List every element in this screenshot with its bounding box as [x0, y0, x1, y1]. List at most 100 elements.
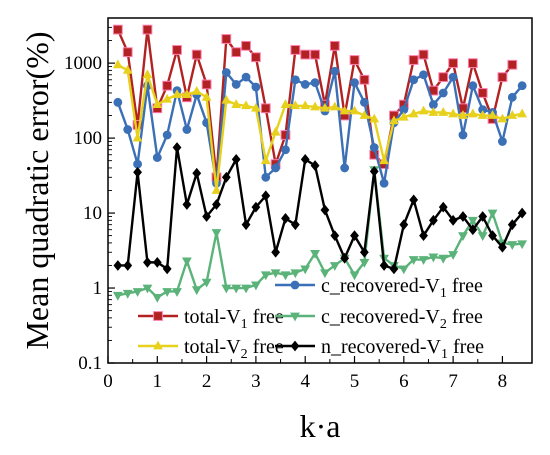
- data-point: [270, 126, 281, 136]
- data-point: [517, 207, 527, 219]
- data-point: [458, 211, 468, 222]
- data-point: [379, 178, 389, 188]
- legend-label: n_recovered-V1 free: [321, 336, 484, 362]
- data-point: [359, 74, 370, 85]
- x-tick-label: 5: [350, 371, 360, 392]
- data-point: [231, 284, 242, 294]
- data-point: [112, 24, 123, 35]
- data-point: [448, 108, 459, 118]
- data-point: [142, 69, 153, 79]
- data-point: [517, 240, 528, 250]
- data-point: [172, 288, 182, 297]
- data-point: [162, 130, 172, 140]
- data-point: [418, 256, 429, 265]
- data-point: [152, 293, 163, 303]
- plot-marks: [112, 24, 528, 303]
- data-point: [270, 269, 281, 279]
- data-point: [182, 199, 192, 210]
- data-point: [192, 167, 202, 179]
- data-point: [251, 281, 261, 291]
- data-point: [418, 105, 429, 115]
- data-point: [329, 40, 340, 51]
- x-tick-label: 7: [448, 371, 458, 392]
- data-point: [162, 263, 172, 275]
- y-tick-label: 0.1: [78, 353, 102, 374]
- data-point: [290, 340, 300, 352]
- data-point: [329, 101, 340, 111]
- data-point: [300, 265, 311, 275]
- data-point: [359, 246, 369, 258]
- data-point: [448, 72, 458, 82]
- data-point: [409, 194, 419, 206]
- data-point: [408, 55, 419, 65]
- data-point: [320, 204, 330, 216]
- data-point: [507, 219, 517, 231]
- data-point: [182, 125, 192, 134]
- x-axis-title: k·a: [300, 408, 341, 444]
- data-point: [448, 214, 458, 226]
- data-point: [320, 102, 330, 112]
- data-point: [438, 72, 449, 83]
- data-point: [221, 94, 232, 104]
- data-point: [231, 153, 241, 165]
- data-point: [408, 256, 419, 265]
- data-point: [409, 75, 419, 85]
- data-point: [350, 78, 359, 87]
- data-point: [438, 107, 449, 116]
- data-point: [428, 107, 439, 116]
- data-point: [300, 49, 311, 60]
- data-point: [271, 163, 281, 173]
- series-line: [116, 70, 524, 185]
- data-point: [201, 91, 212, 101]
- data-point: [468, 81, 478, 91]
- x-tick-label: 4: [300, 371, 310, 392]
- legend-item: c_recovered-V1 free: [275, 275, 483, 301]
- data-point: [271, 246, 281, 258]
- data-point: [152, 256, 162, 268]
- legend-item: total-V1 free: [138, 306, 284, 332]
- data-point: [478, 211, 488, 222]
- data-point: [497, 113, 508, 123]
- data-point: [488, 230, 497, 242]
- data-point: [123, 260, 133, 271]
- legend-item: n_recovered-V1 free: [275, 336, 484, 362]
- data-point: [181, 257, 192, 267]
- data-point: [201, 79, 212, 90]
- data-point: [438, 254, 449, 264]
- data-point: [359, 258, 370, 268]
- data-point: [458, 110, 468, 119]
- data-point: [487, 209, 498, 219]
- data-point: [251, 82, 261, 92]
- data-point: [113, 97, 123, 107]
- data-point: [290, 45, 301, 55]
- legend-label: c_recovered-V1 free: [321, 275, 483, 301]
- x-tick-label: 6: [399, 371, 409, 392]
- data-point: [231, 47, 242, 58]
- data-point: [290, 280, 300, 290]
- data-point: [290, 312, 300, 322]
- data-point: [290, 219, 300, 231]
- data-point: [280, 99, 291, 108]
- x-tick-label: 1: [153, 371, 163, 392]
- data-point: [349, 271, 360, 281]
- data-point: [290, 100, 301, 110]
- data-point: [280, 271, 291, 281]
- data-point: [467, 58, 478, 69]
- data-point: [202, 211, 212, 222]
- data-point: [448, 251, 459, 260]
- data-point: [300, 80, 310, 89]
- data-point: [487, 110, 498, 119]
- data-point: [477, 88, 488, 98]
- legend-label: c_recovered-V2 free: [321, 306, 483, 332]
- data-point: [123, 125, 133, 134]
- data-point: [211, 185, 222, 194]
- data-point: [241, 72, 251, 82]
- data-point: [419, 70, 428, 80]
- data-point: [153, 340, 163, 350]
- data-point: [507, 241, 518, 250]
- data-point: [389, 263, 399, 275]
- legend: c_recovered-V1 free total-V1 free c_recove…: [138, 275, 484, 362]
- data-point: [310, 101, 320, 111]
- data-point: [122, 289, 133, 299]
- data-point: [241, 219, 251, 231]
